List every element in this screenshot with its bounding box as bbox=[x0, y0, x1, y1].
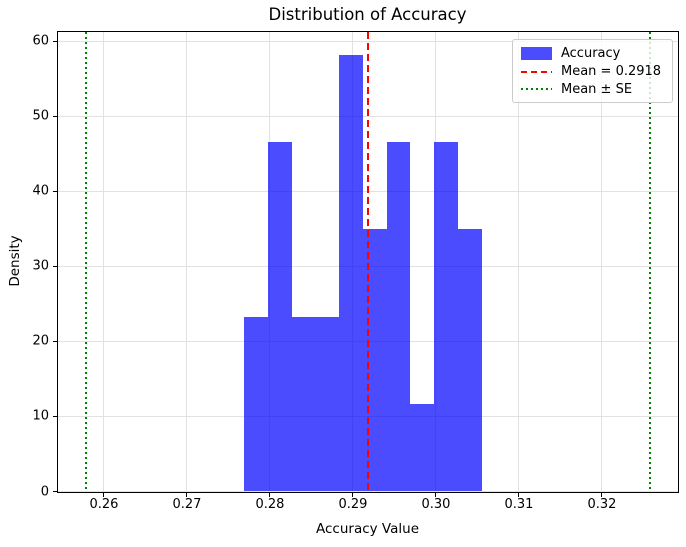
y-tick-label: 60 bbox=[32, 33, 49, 49]
grid-line-x bbox=[601, 31, 603, 492]
reference-lines bbox=[58, 31, 678, 492]
legend-dashed-line-swatch bbox=[521, 70, 552, 73]
legend-item-mean-se: Mean ± SE bbox=[521, 80, 664, 98]
y-tick-label: 50 bbox=[32, 108, 49, 124]
legend-item-accuracy: Accuracy bbox=[521, 45, 664, 63]
y-tick-mark bbox=[53, 40, 57, 42]
histogram-bar bbox=[244, 316, 268, 492]
grid-line-x bbox=[186, 31, 188, 492]
mean-minus-se-line bbox=[84, 31, 87, 492]
y-tick-label: 30 bbox=[32, 258, 49, 274]
histogram-bar bbox=[291, 316, 316, 492]
grid-line-x bbox=[103, 31, 105, 492]
legend: Accuracy Mean = 0.2918 Mean ± SE bbox=[512, 39, 673, 103]
x-tick-mark bbox=[435, 492, 437, 497]
y-axis-label: Density bbox=[7, 235, 23, 287]
y-tick-mark bbox=[53, 115, 57, 117]
x-tick-mark bbox=[352, 492, 354, 497]
histogram-bar bbox=[386, 142, 411, 492]
histogram-bar bbox=[410, 404, 435, 492]
x-tick-label: 0.31 bbox=[504, 497, 534, 512]
histogram-bar bbox=[339, 54, 363, 492]
grid-line-x bbox=[518, 31, 520, 492]
legend-patch-swatch bbox=[521, 47, 552, 61]
legend-dotted-line-swatch bbox=[521, 88, 552, 91]
y-tick-mark bbox=[53, 340, 57, 342]
legend-item-mean: Mean = 0.2918 bbox=[521, 63, 664, 81]
x-tick-label: 0.29 bbox=[338, 497, 368, 512]
histogram-bar bbox=[267, 142, 292, 492]
chart-title: Distribution of Accuracy bbox=[268, 5, 467, 24]
x-tick-label: 0.27 bbox=[172, 497, 202, 512]
legend-label: Accuracy bbox=[561, 46, 621, 62]
x-tick-mark bbox=[186, 492, 188, 497]
y-tick-label: 20 bbox=[32, 333, 49, 349]
y-tick-mark bbox=[53, 415, 57, 417]
y-tick-label: 0 bbox=[40, 484, 49, 499]
mean-plus-se-line bbox=[649, 31, 652, 492]
y-tick-mark bbox=[53, 190, 57, 192]
x-axis-label: Accuracy Value bbox=[316, 521, 419, 537]
legend-label: Mean = 0.2918 bbox=[561, 64, 662, 79]
x-tick-mark bbox=[103, 492, 105, 497]
x-tick-label: 0.26 bbox=[89, 497, 119, 512]
y-tick-label: 40 bbox=[32, 183, 49, 199]
x-tick-mark bbox=[601, 492, 603, 497]
x-tick-mark bbox=[518, 492, 520, 497]
y-tick-mark bbox=[53, 491, 57, 492]
legend-label: Mean ± SE bbox=[561, 81, 633, 97]
y-tick-mark bbox=[53, 265, 57, 267]
x-tick-label: 0.28 bbox=[255, 497, 285, 512]
histogram-bar bbox=[434, 142, 458, 492]
histogram-bar bbox=[315, 316, 340, 492]
mean-line bbox=[366, 31, 369, 492]
x-tick-mark bbox=[269, 492, 271, 497]
x-tick-label: 0.32 bbox=[587, 497, 617, 512]
y-tick-label: 10 bbox=[32, 408, 49, 424]
x-tick-label: 0.30 bbox=[421, 497, 451, 512]
histogram-bar bbox=[457, 229, 482, 492]
